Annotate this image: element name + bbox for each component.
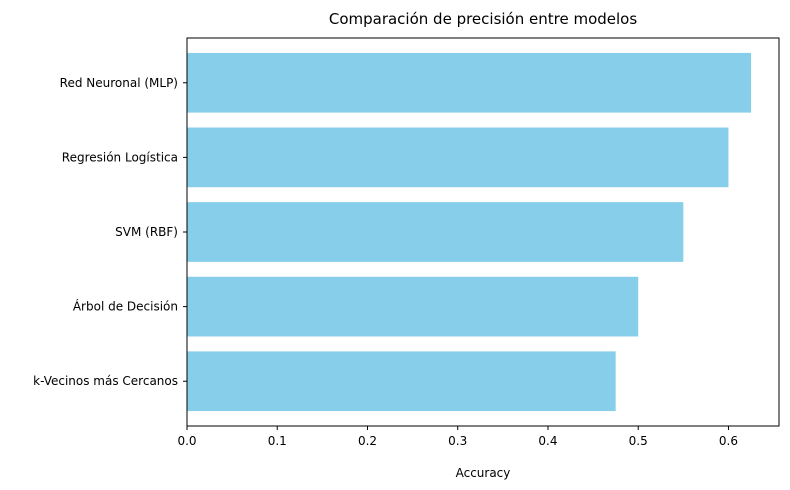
y-tick-label-4: k-Vecinos más Cercanos (33, 374, 178, 388)
y-tick-label-2: SVM (RBF) (115, 225, 178, 239)
bar-1 (187, 127, 729, 188)
bar-3 (187, 276, 639, 337)
x-tick-label-6: 0.6 (719, 434, 738, 448)
bar-4 (187, 351, 616, 412)
y-tick-label-1: Regresión Logística (62, 150, 178, 164)
x-tick-label-4: 0.4 (538, 434, 557, 448)
y-tick-label-3: Árbol de Decisión (73, 299, 178, 314)
x-tick-label-5: 0.5 (629, 434, 648, 448)
x-tick-label-0: 0.0 (177, 434, 196, 448)
chart-title: Comparación de precisión entre modelos (329, 10, 637, 28)
x-tick-label-2: 0.2 (358, 434, 377, 448)
x-tick-label-3: 0.3 (448, 434, 467, 448)
x-tick-label-1: 0.1 (268, 434, 287, 448)
x-axis: 0.0 0.1 0.2 0.3 0.4 0.5 0.6 (177, 426, 738, 448)
y-tick-label-0: Red Neuronal (MLP) (60, 76, 178, 90)
y-axis: Red Neuronal (MLP) Regresión Logística SVM… (33, 76, 187, 388)
bars-group (187, 52, 752, 412)
x-axis-label: Accuracy (456, 466, 511, 480)
bar-0 (187, 52, 752, 113)
bar-2 (187, 202, 684, 262)
